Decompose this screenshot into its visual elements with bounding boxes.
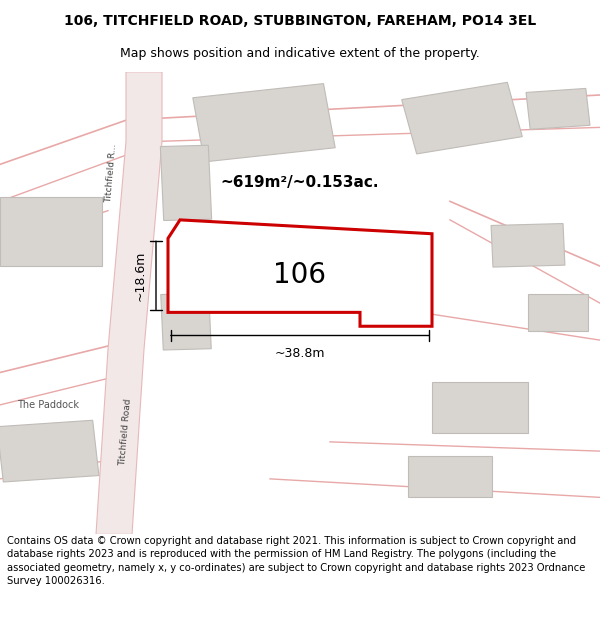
Polygon shape xyxy=(193,84,335,162)
Text: Titchfield R...: Titchfield R... xyxy=(104,144,118,204)
Polygon shape xyxy=(0,420,99,482)
Text: Contains OS data © Crown copyright and database right 2021. This information is : Contains OS data © Crown copyright and d… xyxy=(7,536,586,586)
Text: The Paddock: The Paddock xyxy=(17,400,79,410)
Text: ~18.6m: ~18.6m xyxy=(134,250,147,301)
Polygon shape xyxy=(491,224,565,267)
Polygon shape xyxy=(168,220,432,326)
Text: Titchfield Road: Titchfield Road xyxy=(119,399,133,467)
Polygon shape xyxy=(408,456,492,498)
Polygon shape xyxy=(526,88,590,129)
Polygon shape xyxy=(432,382,528,432)
Polygon shape xyxy=(0,197,102,266)
Polygon shape xyxy=(401,82,523,154)
Polygon shape xyxy=(161,293,211,350)
Polygon shape xyxy=(160,145,212,221)
Text: Map shows position and indicative extent of the property.: Map shows position and indicative extent… xyxy=(120,47,480,60)
Text: 106, TITCHFIELD ROAD, STUBBINGTON, FAREHAM, PO14 3EL: 106, TITCHFIELD ROAD, STUBBINGTON, FAREH… xyxy=(64,14,536,28)
Text: ~619m²/~0.153ac.: ~619m²/~0.153ac. xyxy=(221,176,379,191)
Text: 106: 106 xyxy=(274,261,326,289)
Polygon shape xyxy=(96,72,162,534)
Text: ~38.8m: ~38.8m xyxy=(275,347,325,360)
Polygon shape xyxy=(528,294,588,331)
